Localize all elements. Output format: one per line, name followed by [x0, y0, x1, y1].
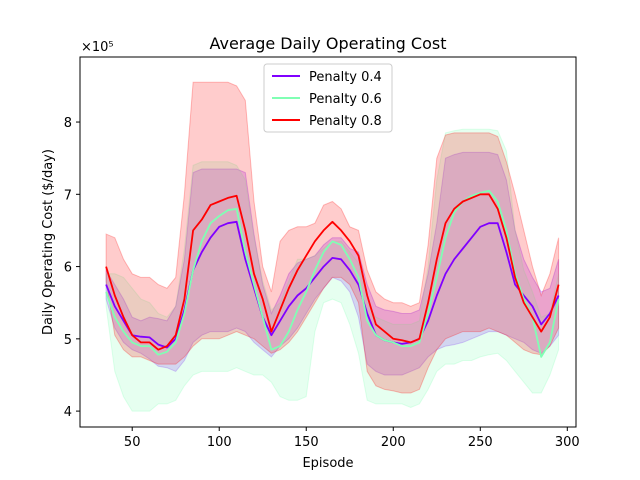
- y-tick-label: 4: [64, 405, 72, 420]
- line-series-3: [105, 193, 560, 351]
- x-tick-label: 150: [294, 435, 319, 450]
- x-axis-label: Episode: [302, 456, 353, 471]
- line-series-1: [105, 220, 560, 349]
- legend-frame: [263, 63, 393, 133]
- chart-title: Average Daily Operating Cost: [209, 34, 446, 53]
- y-axis-label: Daily Operating Cost ($/day): [41, 149, 56, 335]
- y-tick-label: 7: [64, 188, 72, 203]
- y-axis-ticks: 4 5 6 7 8: [64, 116, 80, 420]
- legend-label: Penalty 0.4: [309, 70, 382, 85]
- line-series-2: [105, 189, 560, 358]
- x-axis-ticks: 50 100 150 200 250 300: [124, 427, 580, 450]
- x-tick-label: 200: [381, 435, 406, 450]
- band-series-2: [105, 128, 560, 412]
- legend-label: Penalty 0.6: [309, 92, 382, 107]
- legend-label: Penalty 0.8: [309, 114, 382, 129]
- y-axis-offset-text: ×10⁵: [81, 40, 114, 55]
- plot-frame: [79, 56, 577, 428]
- x-tick-label: 300: [555, 435, 580, 450]
- confidence-bands: [105, 81, 560, 412]
- series-lines: [105, 189, 560, 358]
- band-series-3: [105, 81, 560, 394]
- x-tick-label: 50: [124, 435, 141, 450]
- band-series-1: [105, 151, 560, 376]
- x-tick-label: 250: [468, 435, 493, 450]
- y-tick-label: 8: [64, 116, 72, 131]
- y-tick-label: 5: [64, 333, 72, 348]
- legend: Penalty 0.4 Penalty 0.6 Penalty 0.8: [263, 63, 393, 133]
- y-tick-label: 6: [64, 261, 72, 276]
- x-tick-label: 100: [207, 435, 232, 450]
